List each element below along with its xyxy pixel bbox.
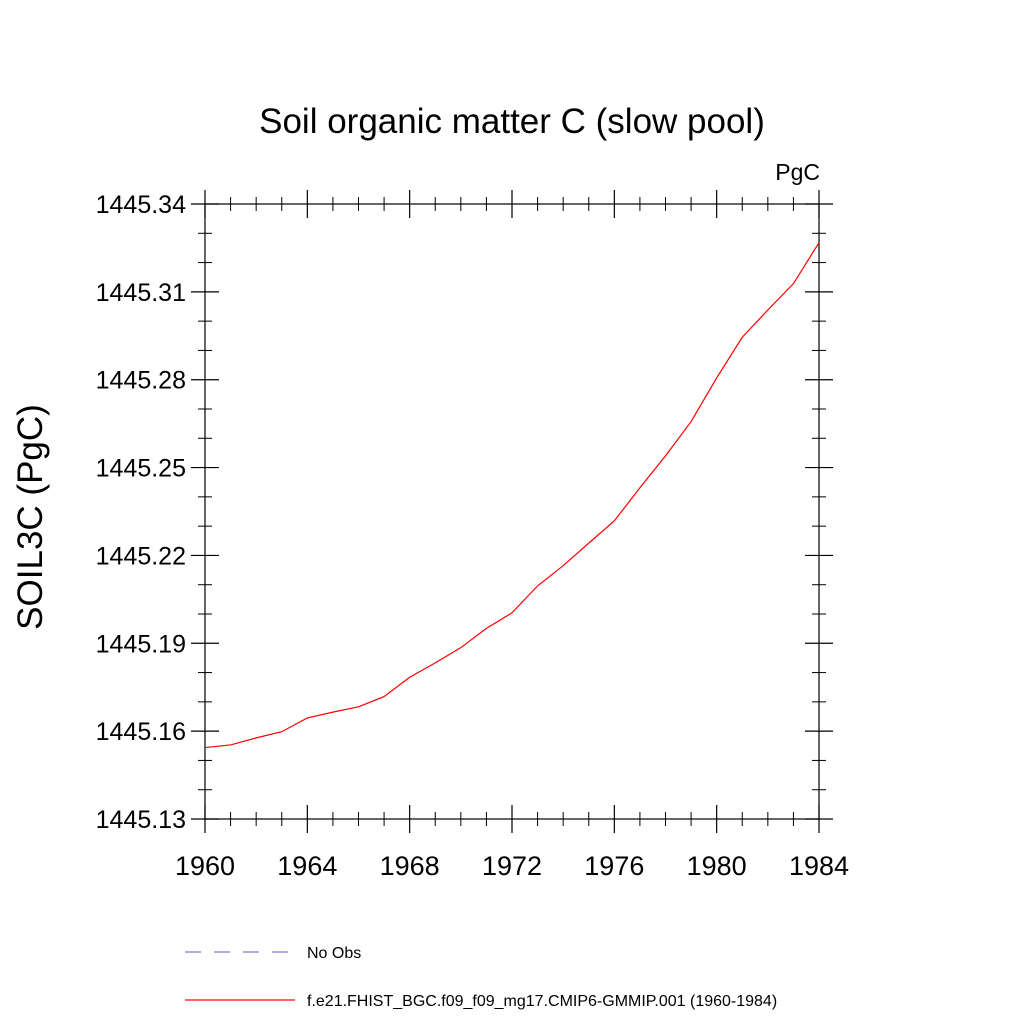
plot-frame — [204, 203, 820, 820]
y-tick-label: 1445.13 — [96, 806, 186, 834]
legend: No Obs f.e21.FHIST_BGC.f09_f09_mg17.CMIP6… — [185, 945, 777, 1010]
x-tick-label: 1980 — [687, 851, 747, 881]
y-tick-label: 1445.34 — [96, 191, 186, 219]
y-tick-label: 1445.28 — [96, 367, 186, 395]
y-tick-label: 1445.31 — [96, 279, 186, 307]
x-tick-label: 1968 — [380, 851, 440, 881]
legend-label: No Obs — [307, 945, 361, 962]
x-tick-label: 1984 — [789, 851, 849, 881]
series-line — [204, 242, 820, 749]
plot-lines — [204, 242, 820, 749]
x-tick-label: 1976 — [584, 851, 644, 881]
y-tick-label: 1445.16 — [96, 718, 186, 746]
legend-label: f.e21.FHIST_BGC.f09_f09_mg17.CMIP6-GMMIP… — [307, 993, 777, 1010]
x-tick-label: 1972 — [482, 851, 542, 881]
plot-axes: 1445.13 1445.16 1445.19 1445.22 1445.25 1445.… — [96, 190, 849, 881]
y-axis-label: SOIL3C (PgC) — [11, 404, 50, 630]
chart-title: Soil organic matter C (slow pool) — [259, 102, 765, 141]
y-tick-label: 1445.19 — [96, 630, 186, 658]
units-label: PgC — [775, 159, 820, 185]
y-tick-label: 1445.22 — [96, 542, 186, 570]
y-tick-label: 1445.25 — [96, 455, 186, 483]
x-tick-label: 1964 — [277, 851, 337, 881]
x-tick-label: 1960 — [175, 851, 235, 881]
